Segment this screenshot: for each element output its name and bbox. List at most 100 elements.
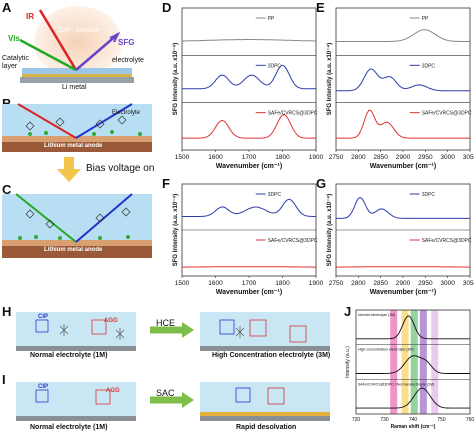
raman-band	[390, 310, 398, 414]
solvent-stars	[59, 324, 245, 340]
sfg-arrowhead	[109, 31, 121, 43]
raman-band	[419, 310, 427, 414]
anode-left	[16, 346, 136, 351]
catalytic-label: Catalytic	[2, 55, 29, 62]
panel-label-a: A	[2, 0, 12, 15]
y-axis-label: SFG Intensity (a.u. x10⁻⁴)	[327, 194, 333, 266]
raman-spectrum	[356, 315, 470, 340]
hce-label: HCE	[156, 318, 176, 328]
spectrum-line	[182, 198, 316, 217]
solvent-molecules	[28, 130, 142, 136]
sfg-beam	[75, 103, 133, 139]
x-tick-label: 1500	[175, 154, 190, 161]
x-tick-label: 1800	[275, 280, 290, 287]
legend-label: SAFe/CVRCS@3DPC	[422, 111, 472, 117]
panel-a-schematic	[19, 6, 134, 83]
legend-label: SAFe/CVRCS@3DPC	[422, 238, 472, 244]
panel-label-f: F	[162, 176, 170, 191]
x-tick-label: 2800	[351, 280, 366, 287]
x-tick-label: 1500	[175, 280, 190, 287]
electrolyte-layer	[22, 68, 132, 74]
panel-label-d: D	[162, 0, 172, 15]
legend-label: 3DPC	[422, 63, 436, 69]
spectrum-line	[336, 68, 470, 92]
plot-frame	[181, 7, 317, 151]
solvent-molecules	[18, 235, 130, 240]
panel-i-schematic	[16, 382, 330, 421]
y-axis-label: SFG Intensity (a.u. x10⁻⁴)	[327, 43, 333, 115]
raman-spectrum	[356, 387, 470, 409]
panel-label-h: H	[2, 304, 12, 319]
x-tick-label: 3050	[463, 280, 474, 287]
x-tick-label: 740	[409, 417, 418, 423]
x-tick-label: 1700	[242, 154, 257, 161]
x-tick-label: 750	[437, 417, 446, 423]
raman-band	[431, 310, 439, 414]
sac-arrow-head	[182, 392, 194, 408]
spectrum-panel-g: 3DPC SAFe/CVRCS@3DPC 2750 2800 2850 2900 2950 3…	[327, 183, 474, 296]
x-tick-label: 1600	[208, 154, 223, 161]
ir-beam	[17, 103, 77, 139]
normal-electrolyte-caption-h: Normal electrolyte (1M)	[30, 352, 108, 359]
window-label: CaF₂ window	[58, 27, 100, 34]
electrolyte-box-left	[16, 312, 136, 346]
sac-label: SAC	[156, 388, 175, 398]
panel-j-raman-plot: Normal electrolyte (1M) High concentratio…	[345, 309, 474, 430]
li-anode	[2, 246, 152, 258]
x-tick-label: 2900	[396, 154, 411, 161]
sei-layer	[2, 240, 152, 246]
bias-arrow	[57, 157, 81, 182]
raman-band	[401, 310, 409, 414]
sfg-beam	[75, 33, 119, 71]
x-tick-label: 2950	[418, 280, 433, 287]
x-tick-label: 2800	[351, 154, 366, 161]
layer-label: layer	[2, 63, 18, 70]
x-tick-label: 3000	[440, 154, 455, 161]
panel-label-e: E	[316, 0, 325, 15]
x-axis-label: Wavenumber (cm⁻¹)	[370, 163, 436, 170]
ir-label: IR	[26, 12, 34, 21]
bias-voltage-label: Bias voltage on	[86, 163, 155, 174]
panel-label-b: B	[2, 96, 12, 111]
vis-label: Vis	[8, 34, 20, 43]
panel-h-schematic	[16, 312, 330, 351]
x-tick-label: 2900	[396, 280, 411, 287]
anode-left	[16, 416, 136, 421]
cip-label-i: CIP	[38, 384, 49, 390]
spectrum-line	[182, 39, 316, 42]
catalytic-layer-right	[200, 412, 330, 416]
hce-arrow-head	[182, 322, 194, 338]
plot-frame	[335, 7, 471, 151]
raman-series-label: High concentration electrolyte (3M)	[358, 348, 414, 352]
panel-c-schematic	[2, 193, 152, 258]
molecule-clusters	[25, 207, 131, 229]
raman-spectrum	[356, 355, 470, 374]
x-tick-label: 3050	[463, 154, 474, 161]
li-anode	[2, 142, 152, 152]
agg-boxes	[91, 319, 307, 343]
anode-right	[200, 346, 330, 351]
rapid-desolvation-caption: Rapid desolvation	[236, 424, 297, 431]
vis-beam	[15, 193, 77, 243]
spectrum-line	[336, 109, 470, 139]
x-tick-label: 2850	[373, 154, 388, 161]
li-metal-layer	[20, 77, 134, 83]
agg-label-i: AGG	[106, 388, 120, 394]
legend-label: 3DPC	[422, 192, 436, 198]
spectrum-line	[182, 114, 316, 139]
cip-boxes	[35, 387, 251, 403]
x-tick-label: 1900	[309, 154, 324, 161]
panel-label-j: J	[344, 304, 352, 319]
x-tick-label: 1800	[275, 154, 290, 161]
molecule-clusters	[25, 115, 127, 131]
anode-label-b: Lithium metal anode	[44, 143, 103, 149]
legend-label: PP	[422, 16, 429, 22]
x-tick-label: 1600	[208, 280, 223, 287]
catalytic-layer	[22, 74, 132, 77]
sfg-label: SFG	[118, 38, 135, 47]
spectrum-line	[182, 64, 316, 90]
legend-label: SAFe/CVRCS@3DPC	[268, 111, 318, 117]
x-axis-label: Raman shift (cm⁻¹)	[391, 424, 436, 430]
x-tick-label: 1900	[309, 280, 324, 287]
ir-beam	[38, 9, 78, 71]
